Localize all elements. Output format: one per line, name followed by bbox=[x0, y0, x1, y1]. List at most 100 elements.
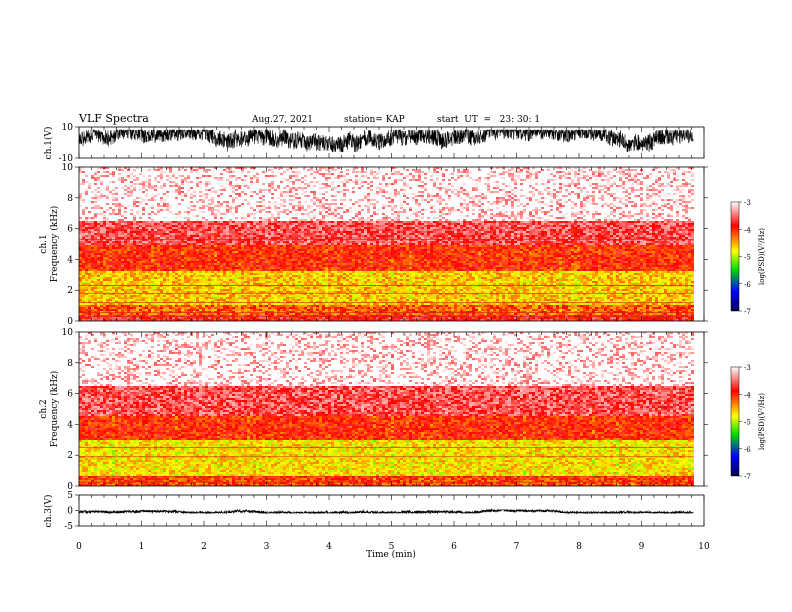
spectrogram-cell bbox=[253, 231, 256, 233]
spectrogram-cell bbox=[133, 255, 136, 257]
spectrogram-cell bbox=[262, 261, 265, 263]
spectrogram-cell bbox=[247, 235, 250, 237]
spectrogram-cell bbox=[187, 223, 190, 225]
spectrogram-cell bbox=[244, 227, 247, 229]
spectrogram-cell bbox=[241, 173, 244, 175]
spectrogram-cell bbox=[193, 201, 196, 203]
spectrogram-cell bbox=[211, 309, 214, 311]
spectrogram-cell bbox=[208, 291, 211, 293]
spectrogram-cell bbox=[181, 277, 184, 279]
spectrogram-cell bbox=[115, 231, 118, 233]
spectrogram-cell bbox=[199, 305, 202, 307]
spectrogram-cell bbox=[121, 269, 124, 271]
spectrogram-cell bbox=[139, 243, 142, 245]
spectrogram-cell bbox=[142, 273, 145, 275]
spectrogram-cell bbox=[130, 181, 133, 183]
spectrogram-cell bbox=[175, 253, 178, 255]
spectrogram-cell bbox=[244, 313, 247, 315]
spectrogram-cell bbox=[91, 309, 94, 311]
spectrogram-cell bbox=[97, 175, 100, 177]
spectrogram-cell bbox=[175, 311, 178, 313]
spectrogram-cell bbox=[190, 261, 193, 263]
spectrogram-cell bbox=[250, 169, 253, 171]
spectrogram-cell bbox=[181, 175, 184, 177]
spectrogram-cell bbox=[223, 235, 226, 237]
spectrogram-cell bbox=[139, 237, 142, 239]
spectrogram-cell bbox=[190, 305, 193, 307]
spectrogram-cell bbox=[121, 187, 124, 189]
spectrogram-cell bbox=[193, 175, 196, 177]
spectrogram-cell bbox=[166, 233, 169, 235]
spectrogram-cell bbox=[112, 207, 115, 209]
spectrogram-cell bbox=[181, 263, 184, 265]
spectrogram-cell bbox=[187, 177, 190, 179]
spectrogram-cell bbox=[88, 177, 91, 179]
spectrogram-cell bbox=[175, 255, 178, 257]
spectrogram-cell bbox=[178, 187, 181, 189]
spectrogram-cell bbox=[154, 253, 157, 255]
spectrogram-cell bbox=[217, 309, 220, 311]
spectrogram-cell bbox=[94, 267, 97, 269]
spectrogram-cell bbox=[226, 279, 229, 281]
spectrogram-cell bbox=[124, 283, 127, 285]
spectrogram-cell bbox=[163, 243, 166, 245]
spectrogram-cell bbox=[88, 245, 91, 247]
spectrogram-cell bbox=[100, 177, 103, 179]
spectrogram-cell bbox=[136, 257, 139, 259]
spectrogram-cell bbox=[265, 191, 268, 193]
spectrogram-cell bbox=[178, 191, 181, 193]
spectrogram-cell bbox=[109, 245, 112, 247]
spectrogram-cell bbox=[124, 183, 127, 185]
spectrogram-cell bbox=[208, 219, 211, 221]
spectrogram-cell bbox=[211, 241, 214, 243]
spectrogram-cell bbox=[145, 185, 148, 187]
spectrogram-cell bbox=[235, 263, 238, 265]
spectrogram-cell bbox=[253, 171, 256, 173]
spectrogram-cell bbox=[205, 199, 208, 201]
spectrogram-cell bbox=[214, 301, 217, 303]
spectrogram-cell bbox=[178, 229, 181, 231]
spectrogram-cell bbox=[91, 205, 94, 207]
spectrogram-cell bbox=[259, 189, 262, 191]
spectrogram-cell bbox=[265, 219, 268, 221]
spectrogram-cell bbox=[211, 319, 214, 321]
spectrogram-cell bbox=[91, 239, 94, 241]
spectrogram-cell bbox=[196, 271, 199, 273]
spectrogram-cell bbox=[115, 297, 118, 299]
spectrogram-cell bbox=[106, 205, 109, 207]
spectrogram-cell bbox=[253, 309, 256, 311]
spectrogram-cell bbox=[244, 209, 247, 211]
spectrogram-cell bbox=[118, 179, 121, 181]
spectrogram-cell bbox=[94, 289, 97, 291]
spectrogram-cell bbox=[172, 275, 175, 277]
spectrogram-cell bbox=[205, 245, 208, 247]
spectrogram-cell bbox=[199, 167, 202, 169]
spectrogram-cell bbox=[97, 293, 100, 295]
spectrogram-cell bbox=[127, 295, 130, 297]
spectrogram-cell bbox=[145, 209, 148, 211]
spectrogram-cell bbox=[190, 215, 193, 217]
spectrogram-cell bbox=[85, 205, 88, 207]
spectrogram-cell bbox=[187, 305, 190, 307]
spectrogram-cell bbox=[157, 173, 160, 175]
spectrogram-cell bbox=[154, 273, 157, 275]
spectrogram-cell bbox=[181, 173, 184, 175]
spectrogram-cell bbox=[253, 289, 256, 291]
spectrogram-cell bbox=[256, 305, 259, 307]
spectrogram-cell bbox=[79, 301, 82, 303]
spectrogram-cell bbox=[133, 233, 136, 235]
spectrogram-cell bbox=[172, 299, 175, 301]
spectrogram-cell bbox=[142, 199, 145, 201]
spectrogram-cell bbox=[88, 257, 91, 259]
spectrogram-cell bbox=[103, 313, 106, 315]
spectrogram-cell bbox=[208, 265, 211, 267]
spectrogram-cell bbox=[202, 261, 205, 263]
spectrogram-cell bbox=[106, 263, 109, 265]
spectrogram-cell bbox=[187, 273, 190, 275]
spectrogram-cell bbox=[220, 271, 223, 273]
spectrogram-cell bbox=[187, 309, 190, 311]
spectrogram-cell bbox=[217, 265, 220, 267]
spectrogram-cell bbox=[88, 283, 91, 285]
spectrogram-cell bbox=[253, 277, 256, 279]
spectrogram-cell bbox=[154, 205, 157, 207]
